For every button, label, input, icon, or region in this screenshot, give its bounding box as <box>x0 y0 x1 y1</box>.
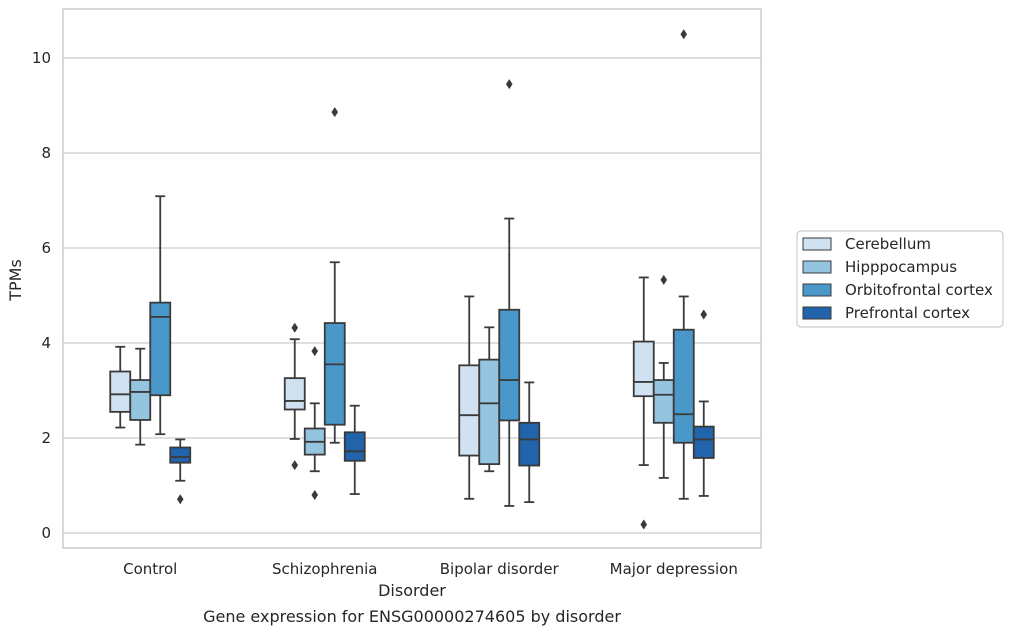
legend-label: Hipppocampus <box>845 258 957 276</box>
legend-swatch <box>802 237 832 251</box>
legend-label: Cerebellum <box>845 235 931 253</box>
x-tick-label: Control <box>123 560 177 578</box>
box <box>478 326 501 473</box>
box-body <box>109 370 132 413</box>
box <box>518 381 541 504</box>
outlier-point <box>331 107 339 118</box>
box <box>109 345 132 429</box>
x-tick-label: Bipolar disorder <box>440 560 560 578</box>
y-tick-labels: 0 2 4 6 8 10 <box>32 49 51 542</box>
x-axis-label: Disorder <box>378 581 446 600</box>
box-groups <box>109 29 715 530</box>
y-axis-label: TPMs <box>6 259 25 302</box>
box <box>169 438 192 505</box>
box-body <box>632 340 655 398</box>
box <box>652 274 675 479</box>
box-body <box>458 364 481 457</box>
outlier-point <box>291 460 299 471</box>
box <box>303 346 326 500</box>
box <box>129 347 152 446</box>
y-tick-label: 10 <box>32 49 51 67</box>
chart-caption: Gene expression for ENSG00000274605 by d… <box>203 607 621 626</box>
box-body <box>149 301 172 397</box>
outlier-point <box>176 494 184 505</box>
outlier-point <box>640 519 648 530</box>
grid-lines <box>63 57 761 534</box>
box <box>672 29 695 500</box>
box-body <box>652 379 675 424</box>
outlier-point <box>505 79 513 90</box>
legend-swatch <box>802 306 832 320</box>
box-body <box>343 431 366 462</box>
x-tick-label: Schizophrenia <box>272 560 377 578</box>
box <box>283 322 306 471</box>
box <box>458 295 481 500</box>
y-tick-label: 6 <box>41 239 51 257</box>
box-body <box>283 377 306 411</box>
outlier-point <box>680 29 688 40</box>
box <box>632 276 655 530</box>
box-body <box>498 308 521 422</box>
outlier-point <box>291 322 299 333</box>
y-tick-label: 2 <box>41 429 51 447</box>
box <box>498 79 521 507</box>
box <box>149 195 172 436</box>
box-body <box>692 425 715 459</box>
y-tick-label: 0 <box>41 524 51 542</box>
x-tick-labels: Control Schizophrenia Bipolar disorder Majo… <box>123 560 738 578</box>
box <box>692 309 715 497</box>
outlier-point <box>700 309 708 320</box>
box-body <box>323 322 346 426</box>
legend-swatch <box>802 260 832 274</box>
y-tick-label: 8 <box>41 144 51 162</box>
box <box>343 404 366 495</box>
box-body <box>672 328 695 444</box>
box-body <box>478 358 501 466</box>
y-tick-label: 4 <box>41 334 51 352</box>
legend: Cerebellum Hipppocampus Orbitofrontal cort… <box>796 230 1004 328</box>
plot-frame <box>62 8 762 549</box>
box <box>323 107 346 444</box>
legend-swatch <box>802 283 832 297</box>
box-body <box>169 446 192 464</box>
outlier-point <box>311 346 319 357</box>
x-tick-label: Major depression <box>610 560 738 578</box>
outlier-point <box>660 274 668 285</box>
legend-label: Prefrontal cortex <box>845 304 970 322</box>
outlier-point <box>311 490 319 500</box>
legend-label: Orbitofrontal cortex <box>845 281 993 299</box>
box-body <box>518 421 541 467</box>
legend-frame <box>796 230 1004 328</box>
box-body <box>129 379 152 421</box>
